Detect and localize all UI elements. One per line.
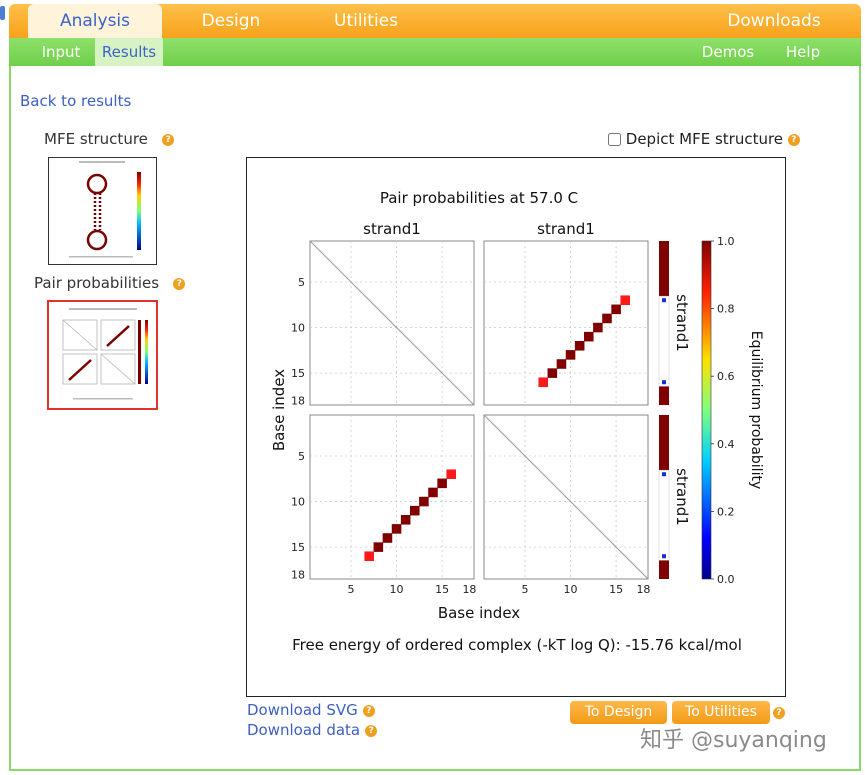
pair-thumbnail-graphic	[62, 308, 148, 400]
pair-probability-cell	[437, 478, 447, 489]
y-tick-label: 18	[291, 568, 305, 581]
pair-probability-cell	[583, 331, 594, 342]
x-tick-label: 18	[636, 583, 650, 596]
to-utilities-button[interactable]: To Utilities	[672, 701, 770, 724]
pair-probability-cell	[547, 368, 558, 378]
strand-probability-gap	[658, 469, 670, 561]
download-data-link[interactable]: Download data	[247, 721, 361, 739]
y-tick-label: 15	[291, 367, 305, 380]
y-tick-label: 10	[291, 496, 305, 509]
download-svg-row: Download SVG ?	[247, 700, 375, 719]
x-tick-label: 10	[564, 583, 578, 596]
y-tick-label: 18	[291, 394, 305, 407]
depict-mfe-label: Depict MFE structure	[625, 130, 784, 148]
pair-probability-plot: Pair probabilities at 57.0 C strand1 stran…	[246, 157, 786, 697]
x-tick-label: 15	[435, 583, 449, 596]
colorbar-tick-label: 0.4	[717, 438, 735, 451]
strand-label-top-right: strand1	[537, 220, 595, 238]
y-tick-label: 5	[298, 450, 305, 463]
pair-probability-cell	[611, 304, 621, 315]
depict-mfe-option: Depict MFE structure ?	[608, 130, 800, 148]
x-tick-label: 15	[609, 583, 623, 596]
x-tick-label: 5	[348, 583, 355, 596]
colorbar-tick-label: 0.6	[717, 370, 735, 383]
colorbar-tick-label: 0.2	[717, 505, 735, 518]
strand-probability-marker	[662, 298, 666, 303]
tab-input[interactable]: Input	[41, 43, 81, 61]
pair-probabilities-label: Pair probabilities ?	[34, 274, 186, 292]
y-tick-label: 15	[291, 541, 305, 554]
tab-downloads[interactable]: Downloads	[727, 11, 821, 31]
diagonal-line	[309, 240, 475, 406]
tab-utilities[interactable]: Utilities	[334, 11, 398, 31]
download-data-row: Download data ?	[247, 720, 378, 739]
pair-probability-cell	[565, 350, 576, 360]
pair-probability-cell	[409, 505, 420, 516]
pair-probability-cell	[373, 542, 384, 552]
mfe-thumbnail-graphic	[69, 161, 141, 258]
pair-probability-cell	[419, 496, 429, 507]
pair-probability-chart: Pair probabilities at 57.0 C strand1 stran…	[270, 189, 764, 654]
help-icon[interactable]: ?	[365, 724, 378, 737]
heatmap-panel	[483, 240, 649, 406]
strand-probability-gap	[658, 295, 670, 387]
strand-probability-marker	[662, 380, 666, 385]
mfe-structure-label: MFE structure ?	[44, 130, 175, 148]
colorbar-label: Equilibrium probability	[748, 331, 764, 489]
diagonal-line	[483, 414, 649, 580]
pair-probability-cell	[593, 322, 603, 333]
pair-probability-cell	[574, 340, 585, 351]
pair-probability-cell	[428, 487, 438, 498]
corner-marker	[0, 6, 5, 20]
heatmap-panel	[309, 414, 475, 580]
x-tick-label: 5	[522, 583, 529, 596]
x-tick-label: 18	[462, 583, 476, 596]
tab-help[interactable]: Help	[785, 43, 821, 61]
strand-label-top-left: strand1	[363, 220, 421, 238]
mfe-structure-thumbnail[interactable]	[48, 157, 157, 265]
sub-nav: Input Results Demos Help	[9, 38, 861, 66]
download-svg-link[interactable]: Download SVG	[247, 701, 358, 719]
help-icon[interactable]: ?	[173, 277, 186, 290]
strand-probability-marker	[662, 554, 666, 559]
y-axis-label: Base index	[270, 369, 288, 451]
pair-probability-cell	[364, 551, 375, 562]
watermark: 知乎 @suyanqing	[640, 728, 827, 753]
help-icon[interactable]: ?	[362, 704, 375, 717]
back-to-results-link[interactable]: Back to results	[20, 92, 132, 110]
to-design-button[interactable]: To Design	[570, 701, 667, 724]
help-icon[interactable]: ?	[162, 133, 175, 146]
depict-mfe-checkbox[interactable]	[608, 133, 621, 146]
strand-probability-marker	[662, 472, 666, 477]
y-tick-label: 10	[291, 322, 305, 335]
pair-probability-cell	[382, 533, 393, 543]
pair-probabilities-thumbnail[interactable]	[47, 300, 158, 410]
strand-label-side: strand1	[673, 294, 691, 352]
x-tick-label: 10	[390, 583, 404, 596]
pair-probability-cell	[556, 359, 567, 369]
tab-results[interactable]: Results	[95, 38, 163, 66]
pair-probability-cell	[602, 313, 612, 324]
top-nav: Analysis Design Utilities Downloads	[9, 4, 861, 38]
colorbar	[701, 240, 712, 580]
pair-probability-cell	[400, 514, 411, 525]
colorbar-tick-label: 0.8	[717, 303, 735, 316]
chart-title: Pair probabilities at 57.0 C	[380, 189, 578, 207]
tab-analysis[interactable]: Analysis	[28, 4, 162, 38]
help-icon[interactable]: ?	[773, 707, 785, 719]
help-icon[interactable]: ?	[787, 133, 800, 146]
free-energy-footer: Free energy of ordered complex (-kT log …	[292, 636, 742, 654]
pair-probability-cell	[538, 377, 549, 388]
strand-label-side: strand1	[673, 468, 691, 526]
pair-probability-cell	[391, 524, 402, 534]
y-tick-label: 5	[298, 276, 305, 289]
pair-probability-cell	[446, 469, 457, 480]
colorbar-tick-label: 1.0	[717, 235, 735, 248]
tab-design[interactable]: Design	[201, 11, 261, 31]
pair-probability-cell	[620, 295, 631, 306]
x-axis-label: Base index	[438, 604, 520, 622]
colorbar-tick-label: 0.0	[717, 573, 735, 586]
tab-demos[interactable]: Demos	[701, 43, 755, 61]
